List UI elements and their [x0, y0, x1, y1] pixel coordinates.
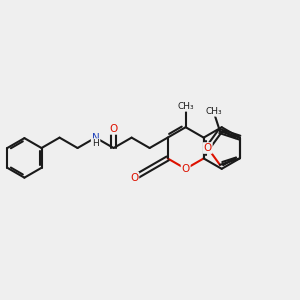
Text: O: O: [182, 164, 190, 174]
Text: N: N: [92, 133, 100, 142]
Text: H: H: [92, 139, 99, 148]
Text: O: O: [110, 124, 118, 134]
Text: CH₃: CH₃: [177, 102, 194, 111]
Text: O: O: [204, 143, 212, 153]
Text: O: O: [130, 173, 138, 183]
Text: CH₃: CH₃: [205, 107, 222, 116]
